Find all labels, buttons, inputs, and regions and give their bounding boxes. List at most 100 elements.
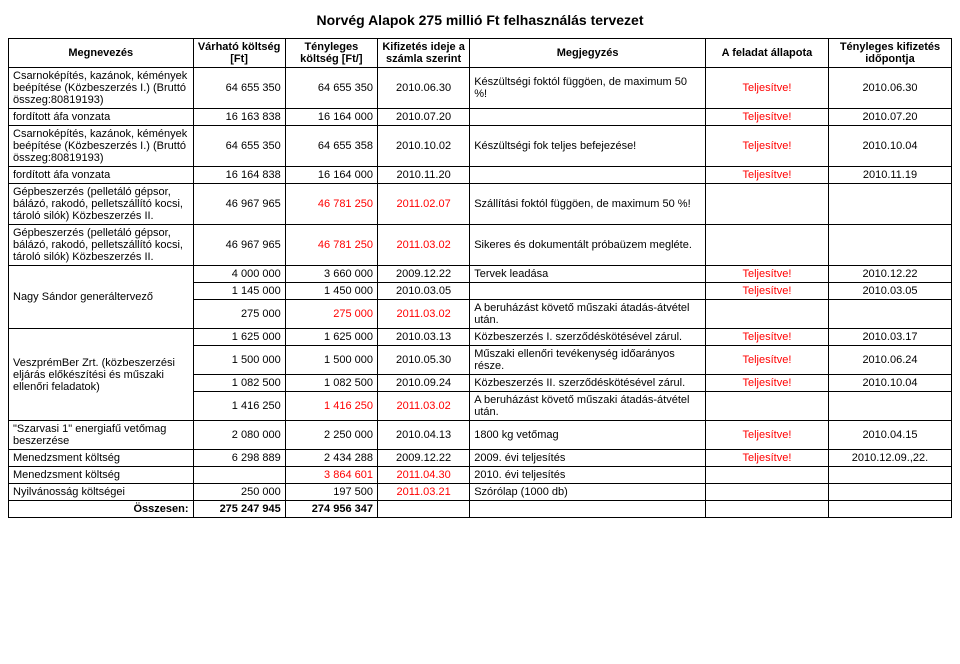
cell: Teljesítve! xyxy=(705,450,828,467)
cell: 2009.12.22 xyxy=(377,266,469,283)
cell: 64 655 358 xyxy=(285,126,377,167)
cell: 1 145 000 xyxy=(193,283,285,300)
cell: Teljesítve! xyxy=(705,329,828,346)
cell-megnevezes: Menedzsment költség xyxy=(9,467,194,484)
cell xyxy=(828,225,951,266)
cell-megnevezes: Menedzsment költség xyxy=(9,450,194,467)
page-title: Norvég Alapok 275 millió Ft felhasználás… xyxy=(8,12,952,28)
col-megjegyzes: Megjegyzés xyxy=(470,39,706,68)
cell: 2010.10.04 xyxy=(828,126,951,167)
cell xyxy=(705,467,828,484)
cell: Szórólap (1000 db) xyxy=(470,484,706,501)
cell-megnevezes: Nagy Sándor generáltervező xyxy=(9,266,194,329)
cell-megnevezes: Gépbeszerzés (pelletáló gépsor, bálázó, … xyxy=(9,184,194,225)
cell: 1 416 250 xyxy=(285,392,377,421)
table-row: VeszprémBer Zrt. (közbeszerzési eljárás … xyxy=(9,329,952,346)
table-row: Gépbeszerzés (pelletáló gépsor, bálázó, … xyxy=(9,225,952,266)
cell xyxy=(705,300,828,329)
col-tenyleges: Tényleges költség [Ft/] xyxy=(285,39,377,68)
cell: 3 864 601 xyxy=(285,467,377,484)
table-row: Nagy Sándor generáltervező4 000 0003 660… xyxy=(9,266,952,283)
cell: 2 080 000 xyxy=(193,421,285,450)
cell: 2011.03.02 xyxy=(377,392,469,421)
table-row: Menedzsment költség3 864 6012011.04.3020… xyxy=(9,467,952,484)
cell: Teljesítve! xyxy=(705,126,828,167)
budget-table: Megnevezés Várható költség [Ft] Ténylege… xyxy=(8,38,952,518)
cell: Teljesítve! xyxy=(705,283,828,300)
cell: Szállítási foktól függöen, de maximum 50… xyxy=(470,184,706,225)
col-kifizetes: Kifizetés ideje a számla szerint xyxy=(377,39,469,68)
cell: 2010.07.20 xyxy=(828,109,951,126)
cell: 2010.04.13 xyxy=(377,421,469,450)
cell-megnevezes: fordított áfa vonzata xyxy=(9,167,194,184)
cell: Készültségi foktól függöen, de maximum 5… xyxy=(470,68,706,109)
table-row: Gépbeszerzés (pelletáló gépsor, bálázó, … xyxy=(9,184,952,225)
cell-megnevezes: Gépbeszerzés (pelletáló gépsor, bálázó, … xyxy=(9,225,194,266)
cell xyxy=(828,392,951,421)
table-row: Csarnoképítés, kazánok, kémények beépíté… xyxy=(9,68,952,109)
cell: 3 660 000 xyxy=(285,266,377,283)
cell xyxy=(828,484,951,501)
cell: 2009. évi teljesítés xyxy=(470,450,706,467)
cell-megnevezes: "Szarvasi 1" energiafű vetőmag beszerzés… xyxy=(9,421,194,450)
cell: 1 082 500 xyxy=(193,375,285,392)
table-row: "Szarvasi 1" energiafű vetőmag beszerzés… xyxy=(9,421,952,450)
table-row: Csarnoképítés, kazánok, kémények beépíté… xyxy=(9,126,952,167)
cell: 2010.05.30 xyxy=(377,346,469,375)
cell: Teljesítve! xyxy=(705,346,828,375)
cell: 64 655 350 xyxy=(193,126,285,167)
col-tenyleges-idopont: Tényleges kifizetés időpontja xyxy=(828,39,951,68)
cell: Műszaki ellenőri tevékenység időarányos … xyxy=(470,346,706,375)
cell: 1 082 500 xyxy=(285,375,377,392)
col-varhato: Várható költség [Ft] xyxy=(193,39,285,68)
cell: A beruházást követő műszaki átadás-átvét… xyxy=(470,392,706,421)
cell: Teljesítve! xyxy=(705,167,828,184)
cell xyxy=(828,184,951,225)
cell: 2010.03.13 xyxy=(377,329,469,346)
cell: 46 781 250 xyxy=(285,184,377,225)
cell: 46 967 965 xyxy=(193,184,285,225)
cell-megnevezes: fordított áfa vonzata xyxy=(9,109,194,126)
cell xyxy=(828,467,951,484)
cell: 2011.02.07 xyxy=(377,184,469,225)
cell: 2011.04.30 xyxy=(377,467,469,484)
cell: 2010.03.05 xyxy=(377,283,469,300)
cell: 2010.10.02 xyxy=(377,126,469,167)
table-body: Csarnoképítés, kazánok, kémények beépíté… xyxy=(9,68,952,501)
cell: 2010.11.20 xyxy=(377,167,469,184)
cell: 2010.04.15 xyxy=(828,421,951,450)
cell: 2011.03.02 xyxy=(377,300,469,329)
cell: 4 000 000 xyxy=(193,266,285,283)
cell: 2 434 288 xyxy=(285,450,377,467)
cell: Közbeszerzés II. szerződéskötésével záru… xyxy=(470,375,706,392)
cell: 2010.12.22 xyxy=(828,266,951,283)
cell: 16 164 838 xyxy=(193,167,285,184)
cell: 2009.12.22 xyxy=(377,450,469,467)
cell: Közbeszerzés I. szerződéskötésével zárul… xyxy=(470,329,706,346)
cell: 46 781 250 xyxy=(285,225,377,266)
cell: 275 000 xyxy=(285,300,377,329)
cell xyxy=(705,225,828,266)
cell: 2010.03.17 xyxy=(828,329,951,346)
cell-megnevezes: Nyilvánosság költségei xyxy=(9,484,194,501)
cell: 2011.03.02 xyxy=(377,225,469,266)
cell xyxy=(470,167,706,184)
cell: 2010.09.24 xyxy=(377,375,469,392)
cell-megnevezes: Csarnoképítés, kazánok, kémények beépíté… xyxy=(9,126,194,167)
cell xyxy=(705,184,828,225)
footer-label: Összesen: xyxy=(9,501,194,518)
cell xyxy=(470,109,706,126)
cell: 64 655 350 xyxy=(193,68,285,109)
cell: 275 000 xyxy=(193,300,285,329)
cell: 250 000 xyxy=(193,484,285,501)
cell xyxy=(828,300,951,329)
cell: 1 500 000 xyxy=(193,346,285,375)
cell: 1 450 000 xyxy=(285,283,377,300)
cell: Tervek leadása xyxy=(470,266,706,283)
cell: Teljesítve! xyxy=(705,375,828,392)
table-header: Megnevezés Várható költség [Ft] Ténylege… xyxy=(9,39,952,68)
footer-tenyleges: 274 956 347 xyxy=(285,501,377,518)
cell: 197 500 xyxy=(285,484,377,501)
table-row: fordított áfa vonzata16 164 83816 164 00… xyxy=(9,167,952,184)
cell: 1800 kg vetőmag xyxy=(470,421,706,450)
